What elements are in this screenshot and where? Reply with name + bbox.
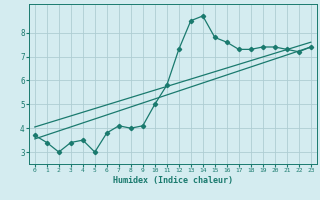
X-axis label: Humidex (Indice chaleur): Humidex (Indice chaleur)	[113, 176, 233, 185]
